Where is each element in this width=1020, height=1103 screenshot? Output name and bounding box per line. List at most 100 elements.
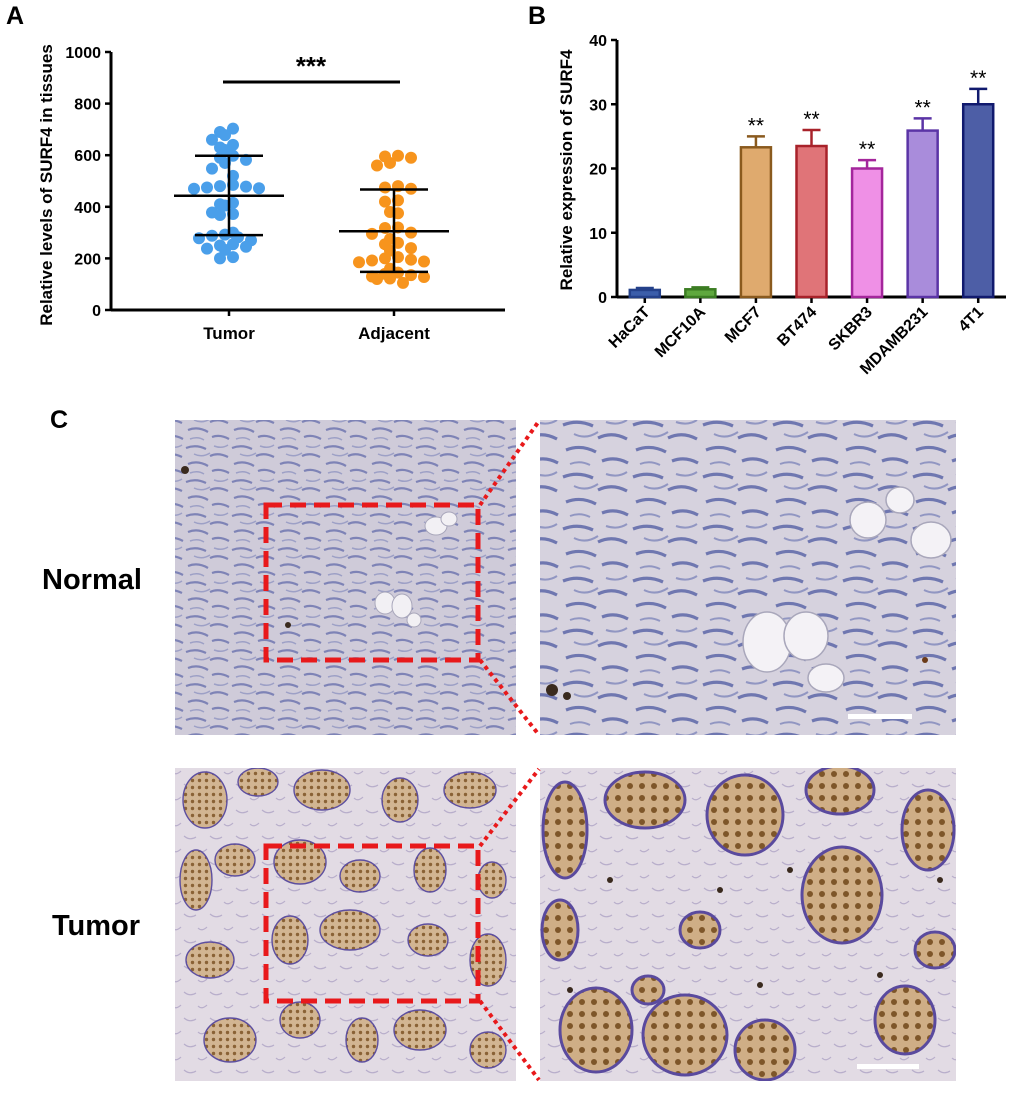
bar bbox=[961, 103, 995, 299]
pigment-speck bbox=[567, 987, 573, 993]
tumor-nest bbox=[443, 771, 497, 809]
mean-sd-bars bbox=[174, 154, 449, 274]
significance-marker: ** bbox=[970, 67, 986, 90]
data-point bbox=[418, 270, 430, 283]
data-point bbox=[240, 240, 252, 253]
tumor-nest bbox=[179, 849, 213, 911]
bar bbox=[684, 288, 717, 299]
row-label-tumor: Tumor bbox=[52, 910, 141, 942]
y-tick-label: 600 bbox=[74, 148, 101, 165]
data-point bbox=[379, 181, 391, 194]
x-tick-label: Tumor bbox=[203, 324, 255, 343]
data-point bbox=[201, 181, 213, 194]
tumor-nest bbox=[641, 993, 729, 1077]
y-tick-label: 30 bbox=[589, 97, 607, 114]
y-axis-label: Relative expression of SURF4 bbox=[557, 49, 576, 290]
pigment-speck bbox=[757, 982, 763, 988]
tumor-nest bbox=[873, 984, 937, 1056]
x-tick-label: MCF7 bbox=[722, 304, 765, 347]
zoom-region-tumor bbox=[263, 767, 541, 1082]
data-point bbox=[405, 253, 417, 266]
bar bbox=[628, 288, 662, 299]
tumor-nest bbox=[271, 915, 309, 965]
pigment-speck bbox=[607, 877, 613, 883]
tumor-nest bbox=[393, 1009, 447, 1051]
data-point bbox=[371, 273, 383, 286]
tumor-nest bbox=[182, 771, 228, 829]
bar bbox=[795, 144, 828, 299]
y-tick-label: 800 bbox=[74, 97, 101, 114]
tumor-nest bbox=[339, 859, 381, 893]
data-point bbox=[214, 180, 226, 193]
tumor-low-mag-image bbox=[175, 768, 516, 1081]
panel-label-a: A bbox=[6, 2, 25, 30]
scatter-chart-tissues: Relative levels of SURF4 in tissues 0 200… bbox=[37, 44, 505, 343]
pigment-speck bbox=[787, 867, 793, 873]
zoom-region-normal bbox=[263, 419, 541, 737]
tumor-nest bbox=[381, 777, 419, 823]
y-tick-label: 20 bbox=[589, 162, 607, 179]
data-point bbox=[371, 159, 383, 172]
significance-marker: *** bbox=[296, 51, 327, 81]
x-tick-label: HaCaT bbox=[606, 304, 654, 352]
bar bbox=[739, 146, 773, 299]
x-tick-label: Adjacent bbox=[358, 324, 430, 343]
data-point bbox=[405, 226, 417, 239]
tumor-nest bbox=[413, 847, 447, 893]
tumor-nest bbox=[558, 986, 634, 1074]
tumor-nest bbox=[800, 845, 884, 945]
y-tick-label: 0 bbox=[92, 303, 101, 320]
data-point bbox=[405, 151, 417, 164]
axes: 0 200 400 600 800 1000 Tumor Adjacent bbox=[65, 45, 505, 343]
data-point bbox=[188, 182, 200, 195]
bars: ** ** ** ** ** bbox=[628, 67, 995, 299]
tumor-nest bbox=[900, 788, 956, 872]
tumor-nest bbox=[319, 909, 381, 951]
x-tick-label: 4T1 bbox=[956, 304, 988, 336]
normal-high-mag-image bbox=[540, 420, 956, 735]
significance-marker: ** bbox=[803, 108, 819, 131]
pigment-speck bbox=[717, 887, 723, 893]
data-point bbox=[206, 162, 218, 175]
scale-bar bbox=[848, 714, 912, 719]
tumor-nest bbox=[469, 933, 507, 987]
y-tick-label: 10 bbox=[589, 226, 607, 243]
data-point bbox=[206, 133, 218, 146]
pigment-speck bbox=[877, 972, 883, 978]
y-tick-label: 0 bbox=[598, 290, 607, 307]
data-point bbox=[384, 156, 396, 169]
data-point bbox=[214, 252, 226, 265]
tumor-high-mag-image bbox=[540, 768, 956, 1081]
tumor-nest bbox=[540, 898, 580, 962]
x-tick-label: SKBR3 bbox=[826, 304, 876, 354]
y-tick-label: 40 bbox=[589, 33, 607, 50]
pigment-speck bbox=[937, 877, 943, 883]
panel-label-c: C bbox=[50, 406, 69, 434]
data-point bbox=[353, 256, 365, 269]
data-point bbox=[219, 129, 231, 142]
scale-bar bbox=[857, 1064, 919, 1069]
tumor-nest bbox=[733, 1018, 797, 1081]
data-point bbox=[384, 272, 396, 285]
tumor-nest bbox=[293, 769, 351, 811]
tumor-nest bbox=[185, 941, 235, 979]
y-axis-label: Relative levels of SURF4 in tissues bbox=[37, 44, 56, 326]
x-tick-label: BT474 bbox=[774, 304, 820, 350]
y-tick-label: 1000 bbox=[65, 45, 101, 62]
tumor-nest bbox=[705, 773, 785, 857]
data-point bbox=[240, 180, 252, 193]
bar-chart-cell-lines: Relative expression of SURF4 0 10 20 30 40 Ha… bbox=[557, 33, 1006, 378]
data-point bbox=[397, 276, 409, 289]
ihc-micrographs bbox=[175, 419, 956, 1082]
tumor-nest bbox=[273, 839, 327, 885]
significance-marker: ** bbox=[914, 96, 930, 119]
tumor-nest bbox=[630, 974, 666, 1006]
y-tick-label: 400 bbox=[74, 200, 101, 217]
data-point bbox=[405, 242, 417, 255]
tumor-nest bbox=[913, 930, 956, 970]
significance-marker: ** bbox=[748, 114, 764, 137]
data-point bbox=[418, 255, 430, 268]
y-tick-label: 200 bbox=[74, 251, 101, 268]
bar bbox=[906, 129, 939, 299]
